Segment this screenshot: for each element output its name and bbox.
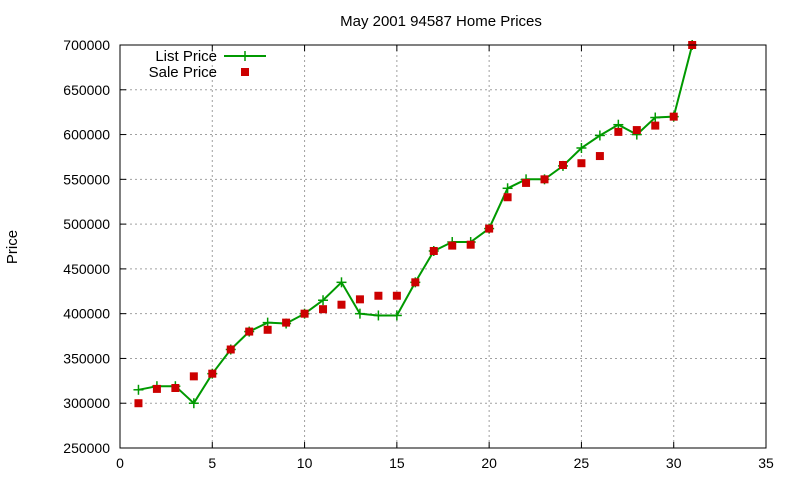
x-tick-label: 35	[758, 455, 774, 471]
sale-price-point	[614, 127, 623, 136]
sale-price-point	[485, 224, 494, 233]
sale-price-point	[226, 345, 235, 354]
list-price-point	[188, 398, 199, 409]
x-tick-label: 5	[208, 455, 216, 471]
sale-price-point	[448, 241, 457, 250]
list-price-point	[373, 310, 384, 321]
x-tick-label: 0	[116, 455, 124, 471]
legend-label-list-price: List Price	[155, 48, 217, 65]
sale-price-point	[595, 152, 604, 161]
sale-price-point	[374, 291, 383, 300]
x-axis: 0 5 10 15 20 25 30 35	[116, 45, 774, 471]
x-tick-label: 30	[666, 455, 682, 471]
sale-price-point	[466, 240, 475, 249]
grid	[120, 45, 766, 448]
plot-frame	[119, 44, 767, 449]
y-tick-label: 650000	[63, 82, 110, 98]
sale-price-point	[319, 305, 328, 314]
sale-price-point	[577, 159, 586, 168]
list-price-point	[594, 130, 605, 141]
list-price-point	[133, 384, 144, 395]
legend-marker-sale-price	[241, 68, 249, 76]
x-tick-label: 10	[297, 455, 313, 471]
sale-price-point	[152, 384, 161, 393]
sale-price-point	[337, 300, 346, 309]
sale-price-point	[651, 121, 660, 130]
sale-price-point	[558, 161, 567, 170]
sale-price-point	[669, 112, 678, 121]
sale-price-point	[134, 399, 143, 408]
y-tick-label: 600000	[63, 127, 110, 143]
x-tick-label: 25	[574, 455, 590, 471]
x-tick-label: 20	[481, 455, 497, 471]
sale-price-point	[503, 193, 512, 202]
y-tick-label: 350000	[63, 350, 110, 366]
list-price-point	[391, 310, 402, 321]
sale-price-point	[189, 372, 198, 381]
y-axis-label: Price	[4, 230, 21, 264]
y-tick-label: 250000	[63, 440, 110, 456]
sale-price-point	[429, 246, 438, 255]
chart-title: May 2001 94587 Home Prices	[340, 13, 542, 30]
sale-price-point	[300, 309, 309, 318]
y-tick-label: 700000	[63, 37, 110, 53]
list-price-point	[336, 277, 347, 288]
legend-label-sale-price: Sale Price	[149, 64, 217, 81]
y-tick-label: 550000	[63, 171, 110, 187]
sale-price-point	[540, 175, 549, 184]
plot-area	[133, 40, 698, 409]
y-tick-label: 500000	[63, 216, 110, 232]
sale-price-point	[245, 327, 254, 336]
list-price-point	[576, 142, 587, 153]
list-price-point	[650, 112, 661, 123]
list-price-point	[502, 183, 513, 194]
sale-price-point	[263, 325, 272, 334]
y-tick-label: 300000	[63, 395, 110, 411]
y-tick-label: 450000	[63, 261, 110, 277]
sale-price-point	[522, 178, 531, 187]
legend-marker-list-price	[240, 51, 250, 61]
sale-price-point	[411, 278, 420, 287]
sale-price-point	[632, 126, 641, 135]
sale-price-point	[355, 295, 364, 304]
sale-price-point	[392, 291, 401, 300]
sale-price-point	[208, 369, 217, 378]
list-price-point	[318, 295, 329, 306]
y-axis: 250000 300000 350000 400000 450000 500000 5500…	[63, 37, 766, 456]
y-tick-label: 400000	[63, 306, 110, 322]
list-price-point	[354, 308, 365, 319]
x-tick-label: 15	[389, 455, 405, 471]
sale-price-point	[171, 383, 180, 392]
sale-price-point	[282, 318, 291, 327]
